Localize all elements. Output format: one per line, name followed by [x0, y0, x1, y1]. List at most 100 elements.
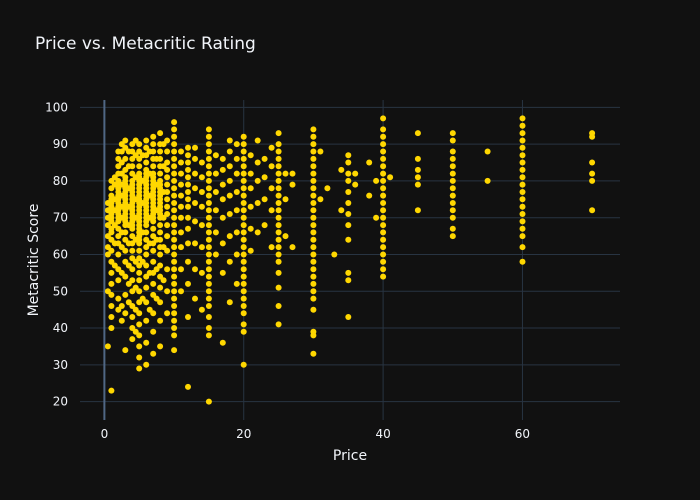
data-point — [171, 244, 178, 251]
data-point — [171, 288, 178, 295]
data-point — [205, 170, 212, 177]
data-point — [345, 177, 352, 184]
data-point — [310, 273, 317, 280]
data-point — [185, 152, 191, 159]
x-tick-label: 40 — [375, 427, 390, 441]
data-point — [150, 170, 157, 177]
data-point — [380, 170, 387, 177]
chart-title: Price vs. Metacritic Rating — [35, 34, 256, 54]
data-point — [310, 200, 317, 206]
data-point — [261, 155, 268, 162]
data-point — [275, 214, 282, 221]
data-point — [233, 170, 240, 177]
data-point — [171, 119, 178, 126]
data-point — [118, 317, 125, 324]
data-point — [282, 170, 289, 177]
data-point — [157, 170, 164, 177]
data-point — [240, 155, 247, 162]
data-point — [345, 314, 352, 320]
data-point — [192, 170, 198, 177]
data-point — [129, 266, 136, 273]
data-point — [157, 236, 164, 243]
data-point — [164, 181, 171, 188]
data-point — [185, 159, 191, 166]
data-point — [331, 251, 338, 258]
data-point — [212, 152, 219, 159]
data-point — [380, 229, 387, 236]
data-point — [205, 141, 212, 148]
data-point — [519, 159, 526, 166]
data-point — [310, 170, 317, 177]
data-point — [143, 339, 150, 346]
data-point — [380, 258, 387, 265]
data-point — [240, 200, 247, 206]
data-point — [118, 303, 125, 309]
data-point — [519, 181, 526, 188]
data-point — [164, 196, 171, 203]
data-point — [275, 148, 282, 155]
data-point — [310, 207, 317, 214]
data-point — [205, 126, 212, 133]
x-axis-title: Price — [333, 448, 367, 464]
data-point — [414, 207, 421, 214]
data-point — [310, 155, 317, 162]
data-point — [185, 225, 191, 232]
data-point — [150, 328, 157, 335]
data-point — [589, 159, 596, 166]
data-point — [185, 189, 191, 195]
data-point — [192, 240, 198, 247]
data-point — [198, 159, 205, 166]
data-point — [380, 273, 387, 280]
data-point — [275, 303, 282, 309]
data-point — [171, 258, 178, 265]
data-point — [192, 218, 198, 225]
data-point — [310, 266, 317, 273]
data-point — [205, 332, 212, 339]
data-point — [171, 295, 178, 302]
data-point — [240, 310, 247, 317]
data-point — [150, 258, 157, 265]
data-point — [185, 214, 191, 221]
data-point — [380, 266, 387, 273]
data-point — [136, 277, 143, 284]
data-point — [178, 229, 184, 236]
y-axis-title: Metacritic Score — [26, 204, 42, 317]
data-point — [310, 214, 317, 221]
data-point — [519, 189, 526, 195]
data-point — [275, 236, 282, 243]
data-point — [414, 174, 421, 181]
data-point — [122, 155, 129, 162]
data-point — [143, 229, 150, 236]
data-point — [178, 181, 184, 188]
data-point — [171, 280, 178, 287]
data-point — [115, 277, 122, 284]
data-point — [205, 207, 212, 214]
data-point — [171, 200, 178, 206]
data-point — [198, 269, 205, 276]
data-point — [205, 214, 212, 221]
data-point — [240, 273, 247, 280]
data-point — [589, 207, 596, 214]
data-point — [143, 299, 150, 306]
data-point — [171, 347, 178, 354]
data-point — [380, 141, 387, 148]
data-point — [143, 284, 150, 291]
data-point — [157, 317, 164, 324]
data-point — [366, 192, 373, 199]
data-point — [519, 211, 526, 217]
x-tick-label: 0 — [101, 427, 109, 441]
data-point — [219, 214, 226, 221]
data-point — [240, 185, 247, 192]
data-point — [108, 291, 115, 298]
data-point — [198, 189, 205, 195]
data-point — [373, 214, 380, 221]
data-point — [150, 148, 157, 155]
data-point — [240, 214, 247, 221]
data-point — [226, 148, 233, 155]
data-point — [345, 236, 352, 243]
data-point — [254, 200, 261, 206]
data-point — [226, 137, 233, 144]
data-point — [136, 269, 143, 276]
data-point — [345, 222, 352, 229]
data-point — [519, 174, 526, 181]
